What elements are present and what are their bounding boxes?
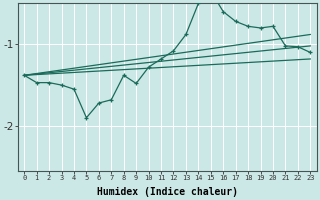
X-axis label: Humidex (Indice chaleur): Humidex (Indice chaleur)	[97, 186, 238, 197]
